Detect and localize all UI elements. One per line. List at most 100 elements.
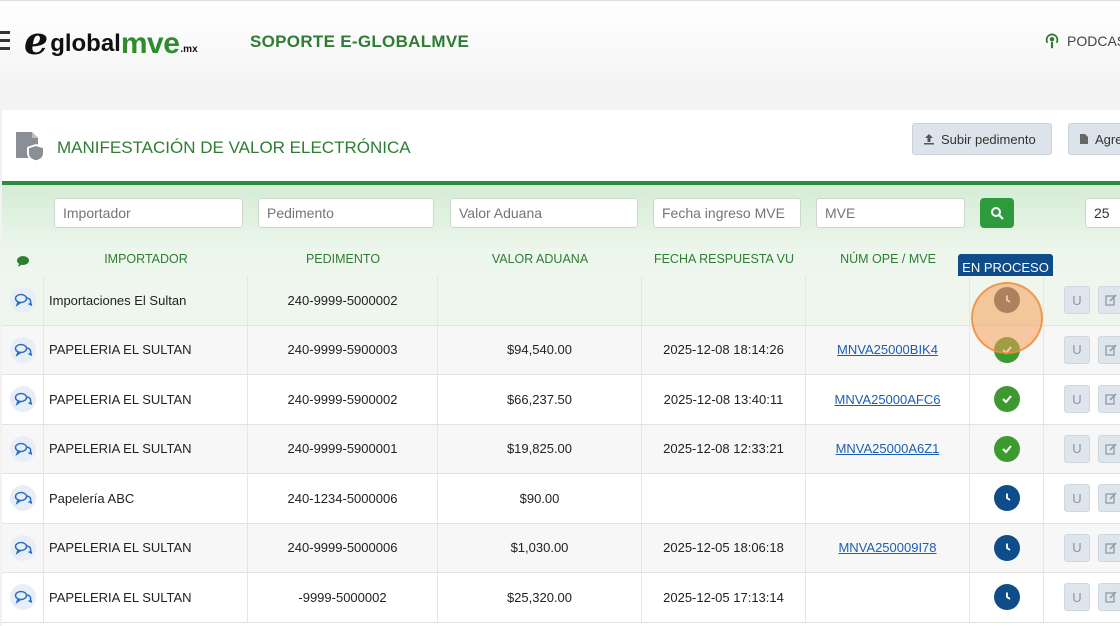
comments-cell[interactable] <box>2 424 44 473</box>
status-pending-icon[interactable] <box>993 485 1020 512</box>
logo-mve: mve <box>120 27 180 60</box>
mve-cell <box>806 573 970 622</box>
u-button[interactable]: U <box>1064 385 1090 414</box>
mve-link[interactable]: MNVA25000A6Z1 <box>835 441 940 457</box>
actions-cell: U <box>1044 425 1120 474</box>
table-row[interactable]: PAPELERIA EL SULTAN 240-9999-5000006 $1,03… <box>2 523 1120 573</box>
edit-icon <box>1105 344 1117 356</box>
pedimento-filter-input[interactable] <box>258 198 434 228</box>
edit-button[interactable] <box>1098 583 1120 612</box>
table-row[interactable]: Importaciones El Sultan 240-9999-5000002 U <box>2 276 1120 326</box>
valor-aduana-cell: $1,030.00 <box>438 523 642 572</box>
chat-button[interactable] <box>9 435 36 462</box>
chat-button[interactable] <box>9 584 36 611</box>
u-button[interactable]: U <box>1064 434 1090 463</box>
edit-button[interactable] <box>1098 335 1120 364</box>
valor-aduana-cell: $25,320.00 <box>438 573 642 622</box>
comments-cell[interactable] <box>2 523 44 572</box>
u-button[interactable]: U <box>1064 484 1090 513</box>
chat-icon <box>14 393 32 407</box>
fecha-ingreso-filter-input[interactable] <box>653 198 801 228</box>
edit-icon <box>1105 542 1117 554</box>
valor-aduana-filter-input[interactable] <box>450 198 638 228</box>
comments-cell[interactable] <box>2 276 44 325</box>
mve-cell: MNVA25000AFC6 <box>806 375 970 424</box>
u-button[interactable]: U <box>1064 335 1090 364</box>
mve-cell: MNVA25000BIK4 <box>806 325 970 374</box>
click-highlight <box>971 282 1043 354</box>
importador-cell: PAPELERIA EL SULTAN <box>44 424 248 473</box>
edit-icon <box>1105 443 1117 455</box>
table-row[interactable]: PAPELERIA EL SULTAN 240-9999-5900001 $19,8… <box>2 424 1120 474</box>
status-cell <box>970 424 1044 473</box>
edit-icon <box>1105 492 1117 504</box>
chat-button[interactable] <box>9 386 36 413</box>
table-row[interactable]: PAPELERIA EL SULTAN 240-9999-5900003 $94,5… <box>2 325 1120 375</box>
actions-cell: U <box>1044 474 1120 523</box>
menu-icon[interactable] <box>0 31 10 51</box>
mve-link[interactable]: MNVA25000BIK4 <box>837 342 938 358</box>
status-cell <box>970 375 1044 424</box>
edit-button[interactable] <box>1098 434 1120 463</box>
header-mve[interactable]: NÚM OPE / MVE <box>840 252 936 266</box>
status-pending-icon[interactable] <box>993 534 1020 561</box>
header-pedimento[interactable]: PEDIMENTO <box>305 252 381 266</box>
status-cell <box>970 474 1044 523</box>
comments-cell[interactable] <box>2 573 44 622</box>
u-button[interactable]: U <box>1064 286 1090 315</box>
header-importador[interactable]: IMPORTADOR <box>104 252 188 266</box>
edit-button[interactable] <box>1098 484 1120 513</box>
actions-cell: U <box>1044 573 1120 622</box>
comments-cell[interactable] <box>2 325 44 374</box>
table-body: Importaciones El Sultan 240-9999-5000002 U… <box>2 276 1120 623</box>
mve-link[interactable]: MNVA250009I78 <box>838 540 937 556</box>
status-ok-icon[interactable] <box>993 435 1020 462</box>
status-tooltip: EN PROCESO <box>958 254 1053 286</box>
podcast-link[interactable]: PODCAS <box>1043 32 1120 50</box>
search-icon <box>991 207 1004 220</box>
u-button[interactable]: U <box>1064 533 1090 562</box>
chat-button[interactable] <box>9 485 36 512</box>
add-button[interactable]: Agre <box>1068 123 1120 155</box>
comments-cell[interactable] <box>2 474 44 523</box>
header-fecha-respuesta[interactable]: FECHA RESPUESTA VU <box>653 252 795 266</box>
actions-cell: U <box>1044 375 1120 424</box>
pedimento-cell: -9999-5000002 <box>248 573 438 622</box>
chat-icon <box>14 343 32 357</box>
add-button-label: Agre <box>1095 131 1120 147</box>
logo-e: e <box>24 18 49 63</box>
comments-cell[interactable] <box>2 375 44 424</box>
u-button[interactable]: U <box>1064 583 1090 612</box>
edit-button[interactable] <box>1098 533 1120 562</box>
edit-button[interactable] <box>1098 385 1120 414</box>
table-row[interactable]: Papelería ABC 240-1234-5000006 $90.00 U <box>2 474 1120 524</box>
chat-icon <box>14 591 32 605</box>
chat-button[interactable] <box>9 287 36 314</box>
page-title: MANIFESTACIÓN DE VALOR ELECTRÓNICA <box>57 138 411 157</box>
mve-link[interactable]: MNVA25000AFC6 <box>834 391 941 407</box>
file-icon <box>1080 134 1088 144</box>
valor-aduana-cell <box>438 276 642 325</box>
upload-pedimento-button[interactable]: Subir pedimento <box>912 123 1052 155</box>
fecha-respuesta-cell <box>642 276 806 325</box>
importador-filter-input[interactable] <box>54 198 243 228</box>
table-row[interactable]: PAPELERIA EL SULTAN -9999-5000002 $25,320.… <box>2 573 1120 623</box>
valor-aduana-cell: $66,237.50 <box>438 375 642 424</box>
page-size-select[interactable]: 25 <box>1085 198 1120 228</box>
status-pending-icon[interactable] <box>993 584 1020 611</box>
filter-bar: 25 IMPORTADOR PEDIMENTO VALOR ADUANA FEC… <box>2 185 1120 277</box>
chat-button[interactable] <box>9 534 36 561</box>
valor-aduana-cell: $94,540.00 <box>438 325 642 374</box>
upload-button-label: Subir pedimento <box>941 131 1036 147</box>
chat-button[interactable] <box>9 336 36 363</box>
search-button[interactable] <box>980 198 1014 228</box>
table-row[interactable]: PAPELERIA EL SULTAN 240-9999-5900002 $66,2… <box>2 375 1120 425</box>
header-valor-aduana[interactable]: VALOR ADUANA <box>491 252 589 266</box>
mve-filter-input[interactable] <box>816 198 965 228</box>
mve-cell: MNVA250009I78 <box>806 523 970 572</box>
actions-cell: U <box>1044 524 1120 573</box>
status-ok-icon[interactable] <box>993 386 1020 413</box>
edit-button[interactable] <box>1098 286 1120 315</box>
logo[interactable]: e global mve .mx <box>24 18 198 63</box>
page-header: MANIFESTACIÓN DE VALOR ELECTRÓNICA Subir… <box>2 110 1120 182</box>
